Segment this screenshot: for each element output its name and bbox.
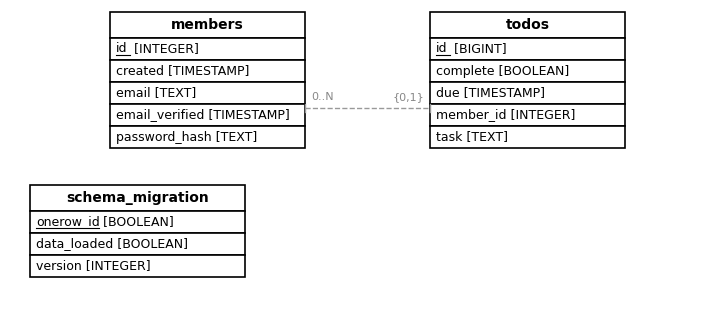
Bar [430,38,625,60]
Text: schema_migration: schema_migration [66,191,209,205]
Bar [430,126,625,148]
Bar [110,104,305,126]
Bar [430,104,625,126]
Text: onerow_id: onerow_id [36,215,100,228]
Text: data_loaded [BOOLEAN]: data_loaded [BOOLEAN] [36,238,188,250]
Text: members: members [171,18,244,32]
Bar [110,126,305,148]
Text: todos: todos [505,18,550,32]
Text: [BIGINT]: [BIGINT] [450,43,507,55]
Text: [INTEGER]: [INTEGER] [130,43,199,55]
Bar [430,60,625,82]
Bar [30,211,245,233]
Text: {0,1}: {0,1} [392,92,424,102]
Text: password_hash [TEXT]: password_hash [TEXT] [116,130,257,144]
Text: member_id [INTEGER]: member_id [INTEGER] [436,108,576,122]
Text: id: id [436,43,447,55]
Text: complete [BOOLEAN]: complete [BOOLEAN] [436,65,569,77]
Text: due [TIMESTAMP]: due [TIMESTAMP] [436,87,545,100]
Bar [430,12,625,38]
Bar [30,185,245,211]
Bar [30,255,245,277]
Text: 0..N: 0..N [311,92,334,102]
Bar [430,82,625,104]
Bar [110,38,305,60]
Text: created [TIMESTAMP]: created [TIMESTAMP] [116,65,249,77]
Text: [BOOLEAN]: [BOOLEAN] [99,215,174,228]
Bar [110,12,305,38]
Text: id: id [116,43,127,55]
Text: email [TEXT]: email [TEXT] [116,87,196,100]
Text: email_verified [TIMESTAMP]: email_verified [TIMESTAMP] [116,108,290,122]
Bar [30,233,245,255]
Bar [110,82,305,104]
Bar [110,60,305,82]
Text: version [INTEGER]: version [INTEGER] [36,260,151,272]
Text: task [TEXT]: task [TEXT] [436,130,508,144]
